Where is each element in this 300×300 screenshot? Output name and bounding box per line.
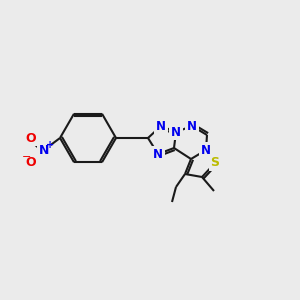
Text: S: S (211, 157, 220, 169)
Text: N: N (153, 148, 163, 160)
Text: −: − (22, 152, 32, 162)
Text: +: + (46, 140, 54, 150)
Text: N: N (171, 125, 181, 139)
Text: N: N (39, 143, 49, 157)
Text: N: N (156, 119, 166, 133)
Text: O: O (26, 155, 36, 169)
Text: N: N (187, 119, 197, 133)
Text: N: N (201, 143, 211, 157)
Text: O: O (26, 131, 36, 145)
